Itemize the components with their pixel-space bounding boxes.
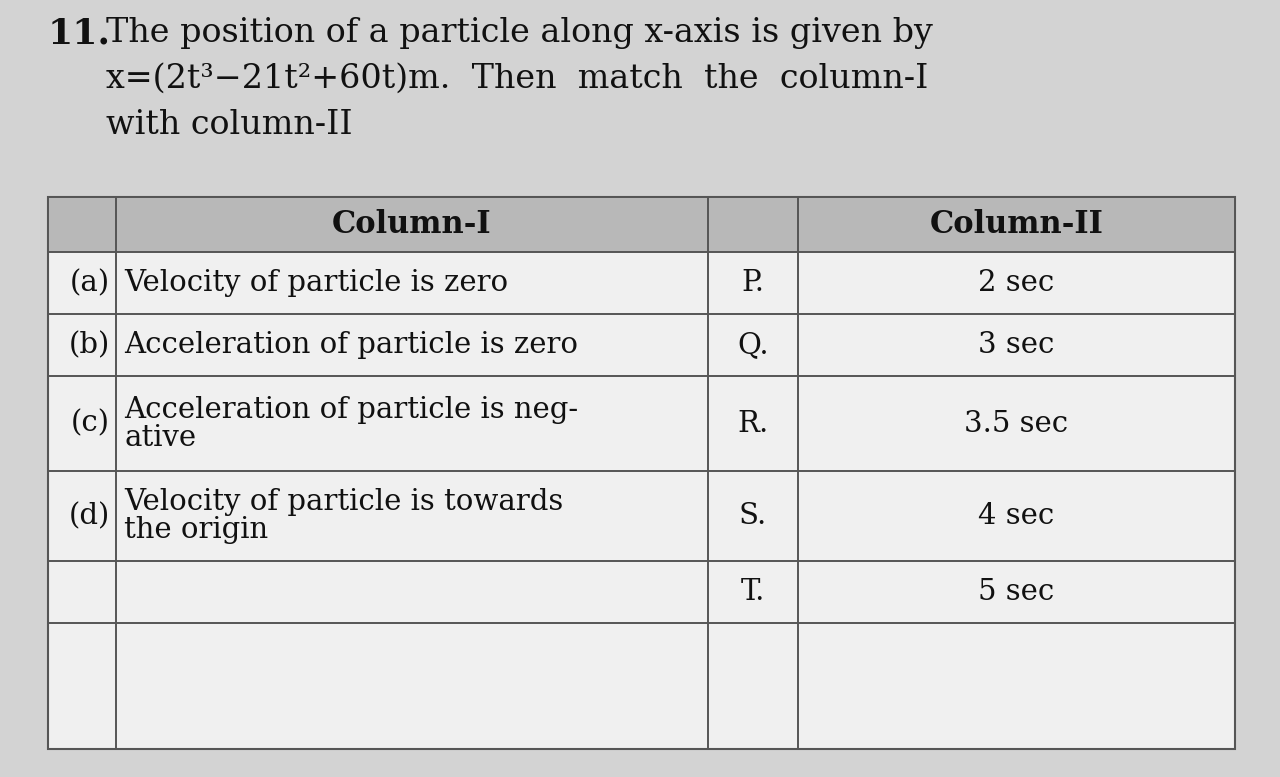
Text: (a): (a): [70, 269, 110, 297]
Text: 3.5 sec: 3.5 sec: [964, 409, 1069, 437]
Text: Velocity of particle is towards: Velocity of particle is towards: [124, 488, 563, 516]
Text: P.: P.: [741, 269, 764, 297]
Text: Acceleration of particle is zero: Acceleration of particle is zero: [124, 331, 579, 359]
Text: R.: R.: [737, 409, 768, 437]
Text: Velocity of particle is zero: Velocity of particle is zero: [124, 269, 508, 297]
Text: Q.: Q.: [737, 331, 769, 359]
Text: 4 sec: 4 sec: [978, 502, 1055, 530]
Text: T.: T.: [741, 578, 765, 606]
Text: S.: S.: [739, 502, 767, 530]
Text: (b): (b): [69, 331, 110, 359]
Text: 5 sec: 5 sec: [978, 578, 1055, 606]
Text: ative: ative: [124, 423, 196, 451]
Text: the origin: the origin: [124, 516, 268, 544]
Bar: [49, 197, 1235, 252]
Text: The position of a particle along x-axis is given by: The position of a particle along x-axis …: [106, 17, 933, 49]
Text: Acceleration of particle is neg-: Acceleration of particle is neg-: [124, 395, 579, 423]
Text: 2 sec: 2 sec: [978, 269, 1055, 297]
Text: x=(2t³−21t²+60t)m.  Then  match  the  column-I: x=(2t³−21t²+60t)m. Then match the column…: [106, 63, 928, 95]
Text: 11.: 11.: [49, 17, 111, 51]
Bar: [49, 197, 1235, 749]
Text: 3 sec: 3 sec: [978, 331, 1055, 359]
Text: with column-II: with column-II: [106, 109, 352, 141]
Text: (d): (d): [69, 502, 110, 530]
Text: Column-II: Column-II: [929, 209, 1103, 240]
Text: Column-I: Column-I: [333, 209, 492, 240]
Text: (c): (c): [70, 409, 110, 437]
